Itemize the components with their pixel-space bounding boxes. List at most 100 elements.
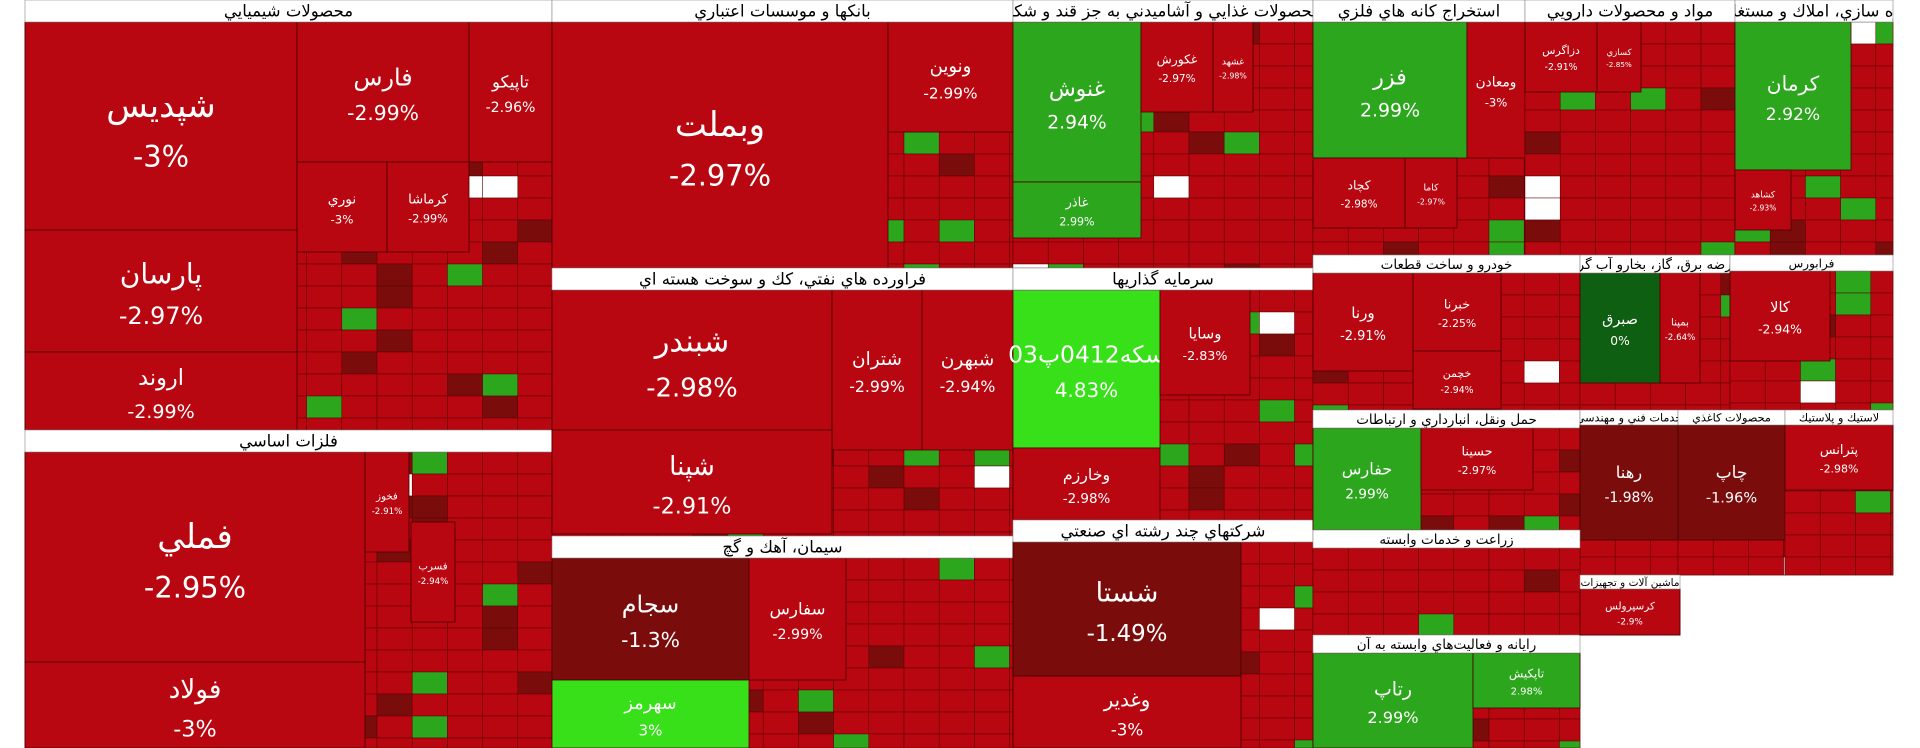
stock-tile[interactable]: شبهرن -2.94% <box>921 289 1014 451</box>
stock-tile-rect <box>551 679 750 748</box>
stock-tile[interactable]: سكه0412پ03 4.83% <box>1008 289 1165 449</box>
stock-tile[interactable]: غكورش -2.97% <box>1140 21 1214 113</box>
micro-tile <box>762 689 799 713</box>
stock-tile[interactable]: كرماشا -2.99% <box>386 161 470 253</box>
micro-tile <box>1118 241 1155 265</box>
stock-tile[interactable]: نوري -3% <box>296 161 388 253</box>
stock-tile[interactable]: كاما -2.97% <box>1404 157 1458 229</box>
stock-tile[interactable]: صبرق 0% <box>1579 272 1661 384</box>
micro-tile <box>1488 197 1525 221</box>
micro-tile <box>868 645 905 669</box>
micro-tile <box>938 263 975 269</box>
micro-tile <box>1800 380 1836 404</box>
stock-tile[interactable]: غنوش 2.94% <box>1012 21 1142 183</box>
stock-tile[interactable]: فزر 2.99% <box>1312 21 1468 159</box>
stock-tile-rect <box>24 351 298 431</box>
stock-tile[interactable]: خچمن -2.94% <box>1412 350 1502 410</box>
micro-tile <box>1665 153 1702 177</box>
stock-tile[interactable]: كسازي -2.85% <box>1596 21 1642 93</box>
stock-tile[interactable]: غشهد -2.98% <box>1212 21 1254 113</box>
micro-tile <box>1650 556 1679 576</box>
stock-tile[interactable]: كرسپرولس -2.9% <box>1579 588 1681 636</box>
stock-tile[interactable]: سهرمز 3% <box>551 679 750 748</box>
micro-tile <box>1524 131 1561 155</box>
stock-tile[interactable]: ومعادن -3% <box>1466 21 1526 159</box>
micro-tile <box>1009 531 1014 537</box>
stock-tile[interactable]: فولاد -3% <box>24 661 366 748</box>
stock-tile[interactable]: سجام -1.3% <box>551 557 750 681</box>
micro-tile <box>1805 219 1841 243</box>
micro-tile <box>903 131 940 155</box>
stock-tile[interactable]: فخوز -2.91% <box>364 451 410 553</box>
micro-tile <box>517 351 553 375</box>
micro-tile <box>1488 718 1525 742</box>
stock-tile[interactable]: بمپنا -2.64% <box>1659 272 1701 384</box>
micro-tile <box>517 627 553 651</box>
stock-tile-rect <box>24 451 366 663</box>
stock-tile[interactable]: فارس -2.99% <box>296 21 470 163</box>
stock-tile[interactable]: وسايا -2.83% <box>1159 289 1251 396</box>
micro-tile <box>1259 399 1295 423</box>
stock-tile[interactable]: شتران -2.99% <box>831 289 923 451</box>
micro-tile <box>1294 465 1314 489</box>
stock-tile[interactable]: تاپيكو -2.96% <box>468 21 553 163</box>
stock-change: -2.98% <box>646 373 738 403</box>
micro-tile <box>938 531 975 537</box>
stock-tile[interactable]: غاذر 2.99% <box>1012 181 1142 239</box>
micro-tile <box>1347 404 1384 411</box>
micro-tile <box>1630 131 1667 155</box>
stock-tile[interactable]: چاپ -1.96% <box>1677 424 1786 541</box>
micro-tile <box>517 671 553 695</box>
stock-name: فزر <box>1372 64 1407 90</box>
stock-tile[interactable]: شپنا -2.91% <box>551 429 833 535</box>
micro-tile <box>974 689 1010 713</box>
stock-tile[interactable]: دزاگرس -2.91% <box>1524 21 1598 93</box>
stock-tile[interactable]: كالا -2.94% <box>1729 270 1831 362</box>
stock-tile[interactable]: فسرب -2.94% <box>410 521 456 623</box>
micro-tile <box>1630 197 1667 221</box>
micro-tile <box>1720 382 1731 406</box>
micro-tile <box>1819 534 1856 558</box>
micro-tile <box>1595 131 1631 155</box>
micro-tile <box>1595 219 1631 243</box>
stock-tile[interactable]: رهنا -1.98% <box>1579 424 1679 541</box>
stock-tile[interactable]: سفارس -2.99% <box>748 557 847 681</box>
micro-tile <box>1294 355 1314 379</box>
stock-tile[interactable]: ونوين -2.99% <box>887 21 1014 133</box>
stock-tile[interactable]: تاپكيش 2.98% <box>1472 652 1581 709</box>
stock-tile[interactable]: پارسان -2.97% <box>24 229 298 353</box>
micro-tile <box>1488 515 1525 531</box>
stock-tile[interactable]: كشاهد -2.93% <box>1734 169 1792 231</box>
stock-tile[interactable]: خبرنا -2.25% <box>1412 272 1502 352</box>
micro-tile <box>1890 534 1894 558</box>
stock-tile[interactable]: رتاپ 2.99% <box>1312 652 1474 748</box>
stock-tile[interactable]: كرمان 2.92% <box>1734 21 1852 171</box>
stock-tile[interactable]: شبندر -2.98% <box>551 289 833 431</box>
stock-name: فسرب <box>418 561 447 572</box>
micro-tile <box>1259 355 1295 379</box>
stock-tile[interactable]: وغدير -3% <box>1012 675 1242 748</box>
stock-change: -2.98% <box>1820 463 1859 476</box>
stock-tile[interactable]: اروند -2.99% <box>24 351 298 431</box>
micro-tile <box>1855 490 1891 514</box>
micro-tile <box>868 509 905 533</box>
micro-tile <box>1524 175 1561 199</box>
stock-tile-rect <box>296 21 470 163</box>
stock-name: غنوش <box>1049 77 1105 102</box>
stock-tile[interactable]: حفارس 2.99% <box>1312 427 1422 531</box>
stock-tile[interactable]: فملي -2.95% <box>24 451 366 663</box>
stock-tile[interactable]: وبملت -2.97% <box>551 21 889 269</box>
stock-tile[interactable]: كچاد -2.98% <box>1312 157 1406 229</box>
stock-tile[interactable]: شستا -1.49% <box>1012 541 1242 677</box>
micro-tile <box>1720 316 1731 340</box>
micro-tile <box>1294 421 1314 445</box>
stock-tile[interactable]: حسينا -2.97% <box>1420 427 1534 491</box>
stock-tile[interactable]: ورنا -2.91% <box>1312 272 1414 372</box>
stock-tile[interactable]: وخارزم -2.98% <box>1012 447 1161 521</box>
stock-tile[interactable]: شپديس -3% <box>24 21 298 231</box>
stock-tile-rect <box>551 21 889 269</box>
micro-tile <box>1665 197 1702 221</box>
stock-tile[interactable]: پترانس -2.98% <box>1784 424 1894 491</box>
micro-tile <box>306 395 343 419</box>
micro-tile <box>1153 109 1190 133</box>
